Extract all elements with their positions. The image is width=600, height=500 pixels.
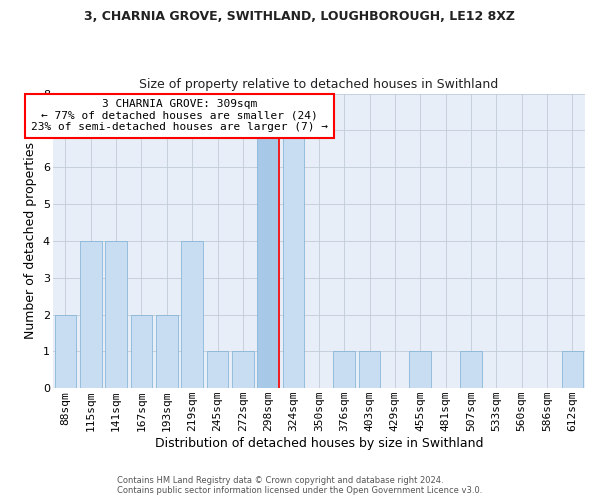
Bar xyxy=(232,352,254,388)
Bar xyxy=(106,241,127,388)
Text: Contains HM Land Registry data © Crown copyright and database right 2024.
Contai: Contains HM Land Registry data © Crown c… xyxy=(118,476,482,495)
Bar xyxy=(207,352,228,388)
Bar xyxy=(181,241,203,388)
Bar xyxy=(80,241,101,388)
Text: 3, CHARNIA GROVE, SWITHLAND, LOUGHBOROUGH, LE12 8XZ: 3, CHARNIA GROVE, SWITHLAND, LOUGHBOROUG… xyxy=(85,10,515,23)
Bar xyxy=(55,314,76,388)
Text: 3 CHARNIA GROVE: 309sqm
← 77% of detached houses are smaller (24)
23% of semi-de: 3 CHARNIA GROVE: 309sqm ← 77% of detache… xyxy=(31,99,328,132)
Bar xyxy=(460,352,482,388)
Bar xyxy=(359,352,380,388)
X-axis label: Distribution of detached houses by size in Swithland: Distribution of detached houses by size … xyxy=(155,437,483,450)
Bar xyxy=(283,130,304,388)
Bar xyxy=(156,314,178,388)
Bar xyxy=(409,352,431,388)
Y-axis label: Number of detached properties: Number of detached properties xyxy=(25,142,37,340)
Bar xyxy=(131,314,152,388)
Bar xyxy=(257,130,279,388)
Bar xyxy=(562,352,583,388)
Title: Size of property relative to detached houses in Swithland: Size of property relative to detached ho… xyxy=(139,78,499,91)
Bar xyxy=(334,352,355,388)
